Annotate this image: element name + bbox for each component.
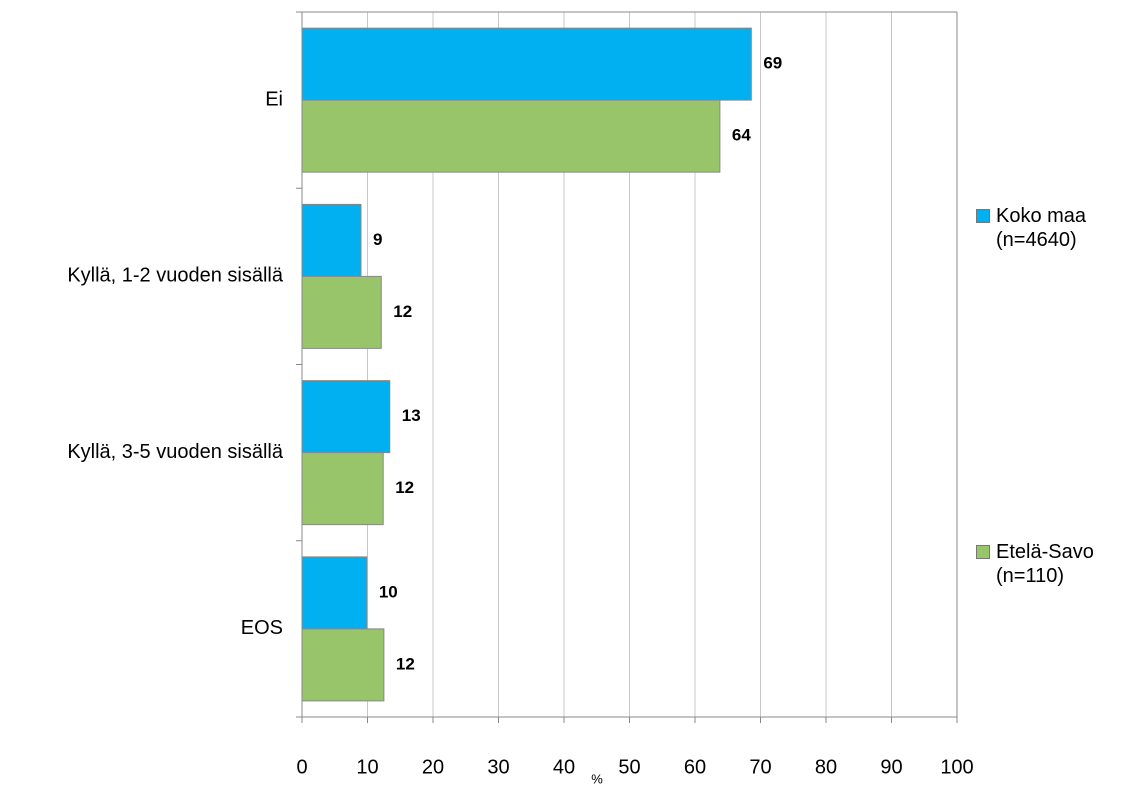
x-tick-label: 60 — [684, 756, 706, 778]
x-tick-label: 100 — [940, 756, 973, 778]
x-tick-label: 30 — [487, 756, 509, 778]
y-tick-label: Kyllä, 3-5 vuoden sisällä — [67, 441, 284, 463]
data-label: 9 — [373, 230, 382, 249]
y-tick-label: EOS — [241, 617, 283, 639]
bar — [301, 27, 752, 101]
bar — [301, 99, 721, 173]
data-label: 13 — [402, 406, 421, 425]
bar — [301, 628, 385, 702]
legend-label: Etelä-Savo (n=110) — [996, 541, 1094, 587]
x-axis-label: % — [591, 771, 603, 786]
data-label: 10 — [379, 582, 398, 601]
x-tick-label: 40 — [553, 756, 575, 778]
bar — [301, 203, 362, 277]
x-tick-label: 80 — [815, 756, 837, 778]
data-label: 12 — [393, 302, 412, 321]
bar — [301, 556, 368, 630]
x-tick-label: 70 — [749, 756, 771, 778]
y-tick-label: Ei — [265, 88, 283, 110]
bar — [301, 452, 384, 526]
legend-swatch — [976, 545, 990, 559]
data-label: 12 — [395, 478, 414, 497]
bar — [301, 275, 382, 349]
data-label: 64 — [732, 126, 751, 145]
x-tick-label: 20 — [422, 756, 444, 778]
y-tick-label: Kyllä, 1-2 vuoden sisällä — [67, 265, 284, 287]
x-tick-label: 10 — [356, 756, 378, 778]
legend-label: Koko maa (n=4640) — [996, 205, 1087, 251]
data-label: 12 — [396, 654, 415, 673]
x-tick-label: 50 — [618, 756, 640, 778]
legend-swatch — [976, 209, 990, 223]
data-label: 69 — [763, 54, 782, 73]
x-tick-label: 90 — [880, 756, 902, 778]
x-tick-label: 0 — [296, 756, 307, 778]
bar — [301, 380, 391, 454]
